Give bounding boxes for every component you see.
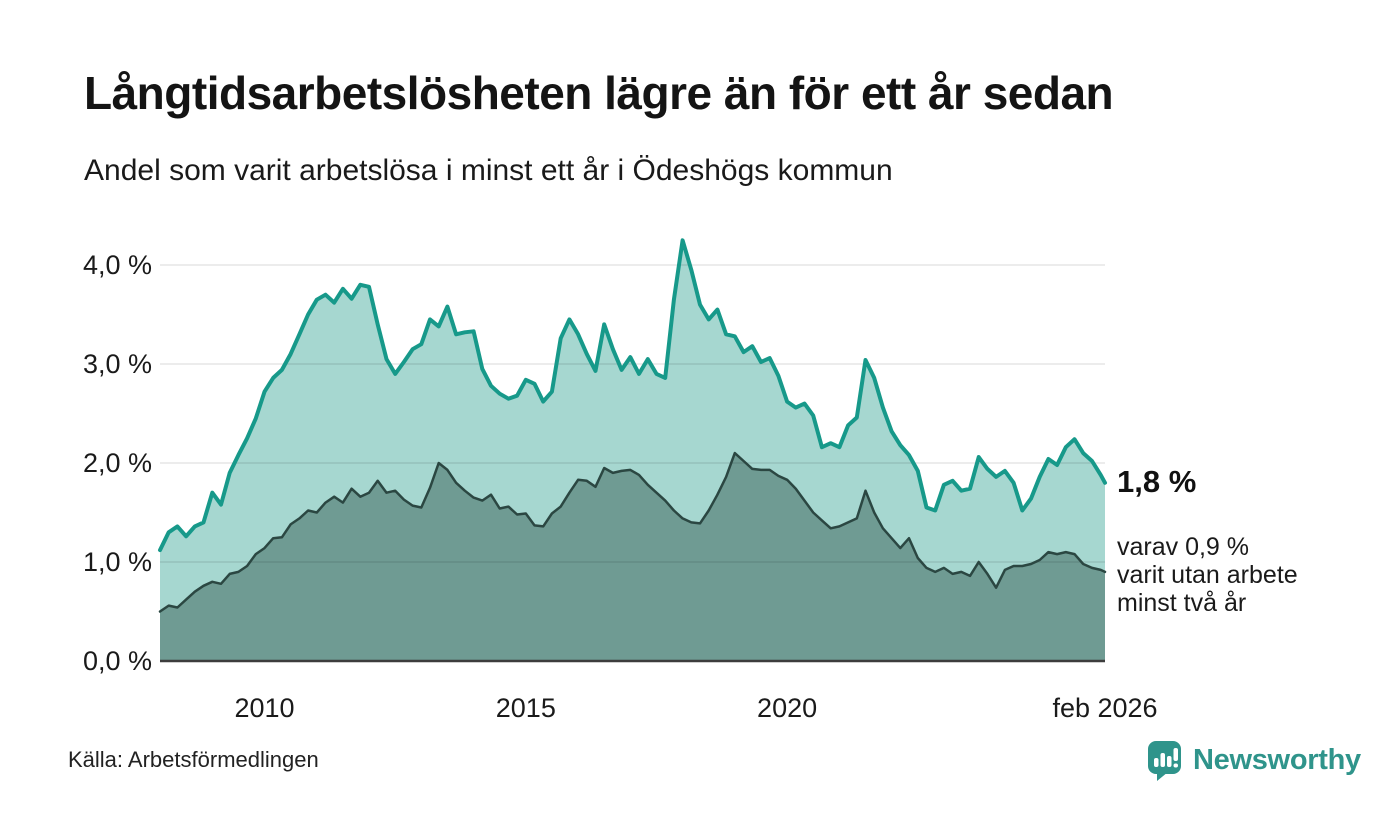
x-tick-label-2015: 2015: [495, 693, 556, 723]
arbetslosa-minst-ett-ar-line: [158, 238, 1107, 553]
newsworthy-logo: Newsworthy: [1147, 740, 1361, 782]
newsworthy-wordmark: Newsworthy: [1193, 744, 1361, 776]
y-tick-label-2: 2,0 %: [82, 448, 152, 478]
page-subtitle: Andel som varit arbetslösa i minst ett å…: [84, 154, 893, 187]
utan-arbete-minst-tva-ar-area: [160, 453, 1105, 661]
page-title: Långtidsarbetslösheten lägre än för ett …: [84, 67, 1114, 119]
x-tick-label-2010: 2010: [234, 693, 295, 723]
secondary-annotation-line-1: varav 0,9 %: [1117, 533, 1250, 561]
utan-arbete-minst-tva-ar-line: [158, 451, 1107, 613]
source-note: Källa: Arbetsförmedlingen: [68, 747, 319, 772]
y-tick-label-3: 3,0 %: [82, 349, 152, 379]
y-tick-label-1: 1,0 %: [82, 547, 152, 577]
y-tick-label-0: 0,0 %: [82, 646, 152, 676]
newsworthy-chart-bubble-icon: [1148, 741, 1181, 781]
secondary-value-annotation: varav 0,9 % varit utan arbete minst två …: [1117, 533, 1298, 617]
y-tick-label-4: 4,0 %: [82, 250, 152, 280]
x-tick-label-2020: 2020: [757, 693, 818, 723]
x-tick-label-feb-2026: feb 2026: [1052, 693, 1158, 723]
secondary-annotation-line-3: minst två år: [1117, 589, 1247, 617]
latest-value-label: 1,8 %: [1117, 464, 1197, 499]
secondary-annotation-line-2: varit utan arbete: [1117, 561, 1298, 589]
